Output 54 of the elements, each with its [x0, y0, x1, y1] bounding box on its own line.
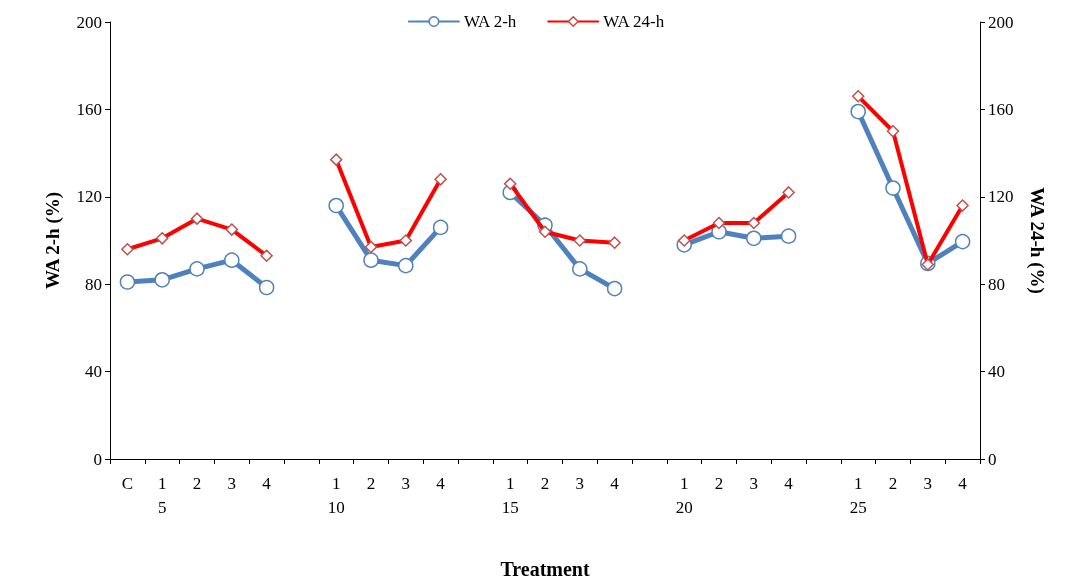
- x-tick-label: 3: [575, 473, 585, 493]
- legend-label: WA 2-h: [463, 12, 517, 31]
- point: [189, 261, 205, 277]
- point: [432, 219, 449, 236]
- x-tick-label: 4: [784, 473, 794, 493]
- x-tick-label: 3: [227, 473, 237, 493]
- legend-label: WA 24-h: [603, 12, 665, 31]
- x-tick-label: 1 5: [157, 473, 167, 517]
- y-axis-title: WA 2-h (%): [42, 191, 64, 290]
- x-tick-label: 4: [262, 473, 272, 493]
- y-tick-label: 200: [76, 12, 102, 32]
- x-tick-label: 2: [714, 473, 724, 493]
- y2-tick-label: 80: [988, 274, 1005, 294]
- y2-tick-label: 0: [988, 449, 997, 469]
- x-axis-title: Treatment: [500, 558, 590, 580]
- y2-tick-label: 40: [988, 362, 1005, 382]
- x-tick-label: 1 25: [849, 473, 867, 517]
- x-tick-label: 3: [923, 473, 933, 493]
- point: [328, 197, 344, 214]
- x-tick-label: 4: [436, 473, 446, 493]
- y-tick-label: 0: [93, 449, 102, 469]
- point: [258, 279, 275, 296]
- point: [398, 257, 414, 274]
- point: [572, 261, 588, 277]
- point: [746, 230, 762, 247]
- x-tick-label: 3: [749, 473, 759, 493]
- point: [119, 274, 136, 290]
- x-tick-label: 3: [401, 473, 411, 493]
- point: [780, 228, 797, 244]
- point: [606, 280, 623, 297]
- x-tick-label: 1 10: [327, 473, 345, 517]
- x-tick-label: C: [121, 473, 134, 493]
- y-tick-label: 40: [85, 362, 102, 382]
- x-tick-label: 2: [366, 473, 376, 493]
- y2-tick-label: 120: [988, 187, 1014, 207]
- point: [154, 272, 170, 288]
- point: [363, 252, 379, 268]
- y2-tick-label: 160: [988, 99, 1014, 119]
- point: [885, 180, 901, 196]
- y-tick-label: 120: [76, 187, 102, 207]
- x-tick-label: 1 20: [675, 473, 693, 517]
- x-tick-label: 4: [610, 473, 620, 493]
- x-tick-label: 4: [958, 473, 968, 493]
- point: [954, 233, 971, 250]
- y-tick-label: 160: [76, 99, 102, 119]
- point: [224, 252, 240, 268]
- x-tick-label: 1 15: [501, 473, 519, 517]
- point: [850, 103, 866, 120]
- x-tick-label: 2: [540, 473, 550, 493]
- x-tick-label: 2: [888, 473, 898, 493]
- x-tick-label: 2: [192, 473, 202, 493]
- y2-axis-title: WA 24-h (%): [1026, 187, 1048, 294]
- y2-tick-label: 200: [988, 12, 1014, 32]
- y-tick-label: 80: [85, 274, 102, 294]
